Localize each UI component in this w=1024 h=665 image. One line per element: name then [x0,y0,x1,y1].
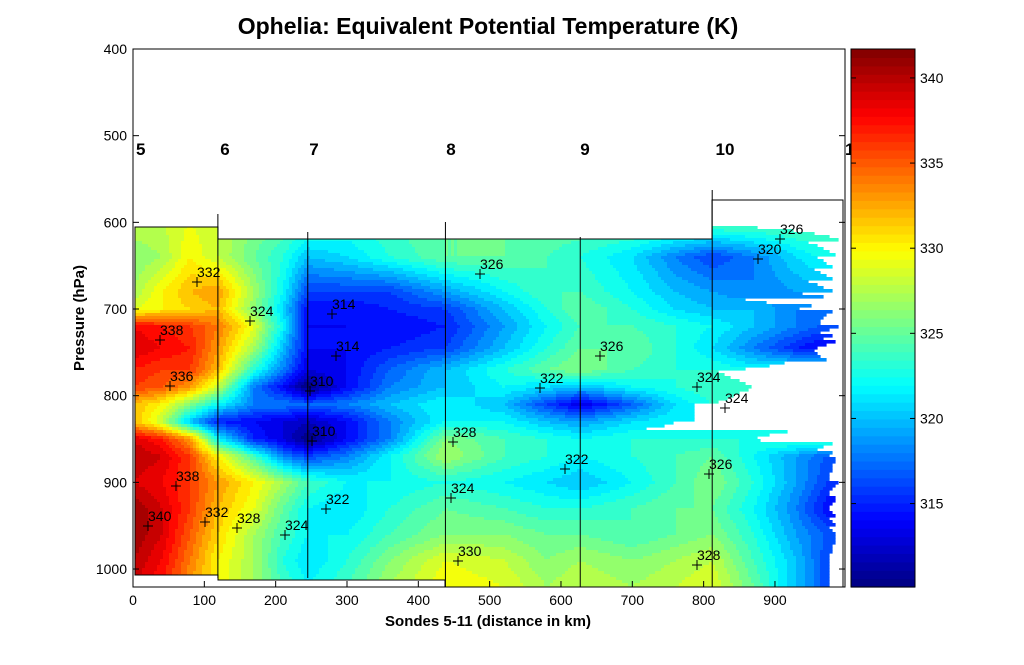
contour-label: 324 [285,517,309,533]
contour-label: 340 [148,508,172,524]
x-tick-label: 200 [264,592,288,608]
contour-label: 314 [336,338,360,354]
sonde-label: 10 [716,140,735,159]
contour-label: 322 [326,491,350,507]
sonde-label: 8 [446,140,455,159]
x-tick-label: 100 [193,592,217,608]
contour-label: 328 [453,424,477,440]
x-tick-label: 0 [129,592,137,608]
contour-label: 324 [697,369,721,385]
contour-label: 322 [565,451,589,467]
contour-label: 320 [758,241,782,257]
sonde-label: 5 [136,140,145,159]
x-tick-label: 900 [763,592,787,608]
sonde-label: 6 [220,140,229,159]
contour-label: 310 [310,373,334,389]
contour-label: 310 [312,423,336,439]
contour-label: 328 [237,510,261,526]
contour-label: 322 [540,370,564,386]
x-tick-label: 700 [621,592,645,608]
contour-label: 328 [697,547,721,563]
x-tick-label: 400 [407,592,431,608]
sonde-label: 7 [309,140,318,159]
contour-label: 338 [160,322,184,338]
contour-label: 336 [170,368,194,384]
contour-label: 326 [480,256,504,272]
chart-title: Ophelia: Equivalent Potential Temperatur… [238,13,739,39]
x-tick-label: 300 [335,592,359,608]
contour-cell [787,358,827,362]
sonde-label: 9 [580,140,589,159]
contour-label: 324 [451,480,475,496]
contour-label: 324 [250,303,274,319]
contour-label: 326 [780,221,804,237]
contour-label: 314 [332,296,356,312]
contour-label: 326 [709,456,733,472]
contour-label: 330 [458,543,482,559]
contour-label: 326 [600,338,624,354]
contour-cell [709,400,719,404]
contour-label: 338 [176,468,200,484]
contour-label: 324 [725,390,749,406]
x-tick-label: 500 [478,592,502,608]
contour-label: 332 [205,504,229,520]
x-tick-label: 600 [549,592,573,608]
x-tick-label: 800 [692,592,716,608]
contour-label: 332 [197,264,221,280]
